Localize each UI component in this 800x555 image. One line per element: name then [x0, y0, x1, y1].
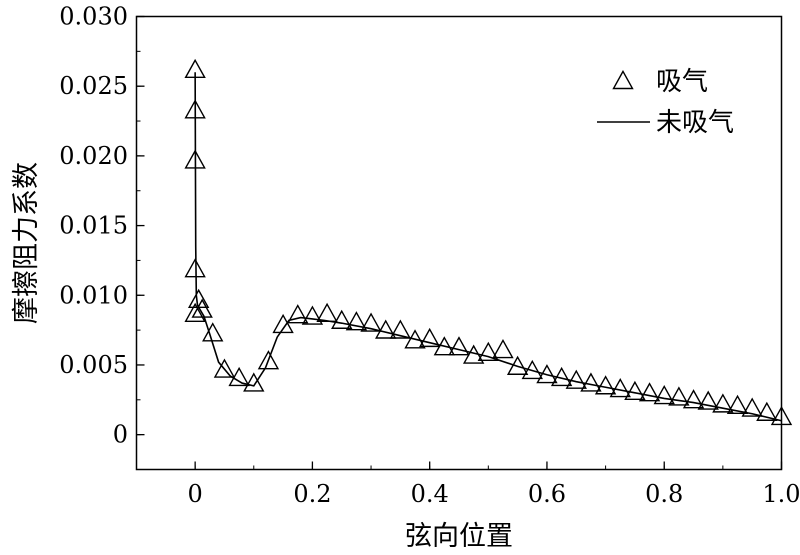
marker-suction — [462, 344, 485, 364]
marker-suction — [565, 369, 587, 389]
marker-suction — [638, 382, 661, 402]
marker-suction — [345, 311, 368, 331]
marker-suction — [668, 386, 690, 406]
marker-suction — [594, 375, 617, 395]
marker-suction — [331, 309, 353, 329]
marker-suction — [712, 393, 734, 413]
marker-suction — [609, 378, 631, 398]
marker-suction — [536, 364, 558, 384]
plot-area — [184, 58, 793, 426]
y-tick-label: 0.015 — [59, 212, 128, 240]
marker-suction — [477, 341, 500, 362]
y-tick-label: 0 — [113, 421, 128, 449]
marker-suction — [243, 372, 265, 392]
marker-suction — [404, 329, 426, 349]
x-tick-label: 0.2 — [293, 480, 331, 508]
marker-suction — [257, 350, 280, 370]
y-axis: 0 0.005 0.010 0.015 0.020 0.025 0.030 — [59, 3, 145, 470]
marker-suction — [301, 305, 324, 325]
plot-frame — [135, 15, 783, 471]
x-tick-label: 0.8 — [645, 480, 683, 508]
y-tick-label: 0.005 — [59, 351, 128, 379]
marker-suction — [184, 99, 206, 119]
marker-suction — [756, 401, 778, 421]
marker-suction — [697, 390, 719, 410]
x-tick-label: 1.0 — [762, 480, 800, 508]
marker-suction — [448, 336, 470, 356]
marker-suction — [184, 258, 206, 278]
marker-suction — [624, 380, 646, 401]
y-tick-label: 0.025 — [59, 72, 128, 100]
marker-suction — [375, 319, 397, 339]
y-tick-label: 0.030 — [59, 3, 128, 31]
marker-suction — [682, 389, 705, 409]
marker-suction — [389, 319, 412, 339]
legend-marker-suction — [612, 69, 634, 90]
x-tick-label: 0.4 — [411, 480, 449, 508]
marker-suction — [228, 366, 250, 387]
y-tick-label: 0.020 — [59, 142, 128, 170]
marker-suction — [741, 397, 763, 417]
marker-suction — [191, 298, 213, 318]
marker-suction — [492, 338, 514, 359]
marker-suction — [202, 322, 224, 342]
marker-suction — [521, 359, 543, 380]
marker-suction — [316, 302, 338, 322]
marker-suction — [360, 312, 382, 332]
marker-suction — [213, 358, 236, 378]
marker-suction — [287, 304, 309, 324]
marker-suction — [506, 355, 529, 375]
marker-suction — [272, 313, 294, 334]
marker-suction — [653, 384, 675, 405]
y-tick-label: 0.010 — [59, 281, 128, 309]
marker-suction — [184, 149, 206, 169]
marker-suction — [184, 58, 206, 79]
marker-suction — [580, 372, 602, 392]
y-axis-label: 摩擦阻力系数 — [11, 162, 42, 324]
x-tick-label: 0.6 — [528, 480, 566, 508]
marker-suction — [418, 327, 441, 348]
legend-label-suction: 吸气 — [656, 67, 708, 97]
marker-suction — [726, 394, 749, 414]
x-axis: 0 0.2 0.4 0.6 0.8 1.0 — [136, 461, 800, 508]
x-tick-label: 0 — [187, 480, 202, 508]
marker-suction — [550, 366, 573, 387]
marker-suction — [433, 336, 456, 356]
legend-label-no-suction: 未吸气 — [656, 108, 734, 138]
x-axis-label: 弦向位置 — [405, 521, 513, 552]
marker-suction — [184, 302, 206, 322]
